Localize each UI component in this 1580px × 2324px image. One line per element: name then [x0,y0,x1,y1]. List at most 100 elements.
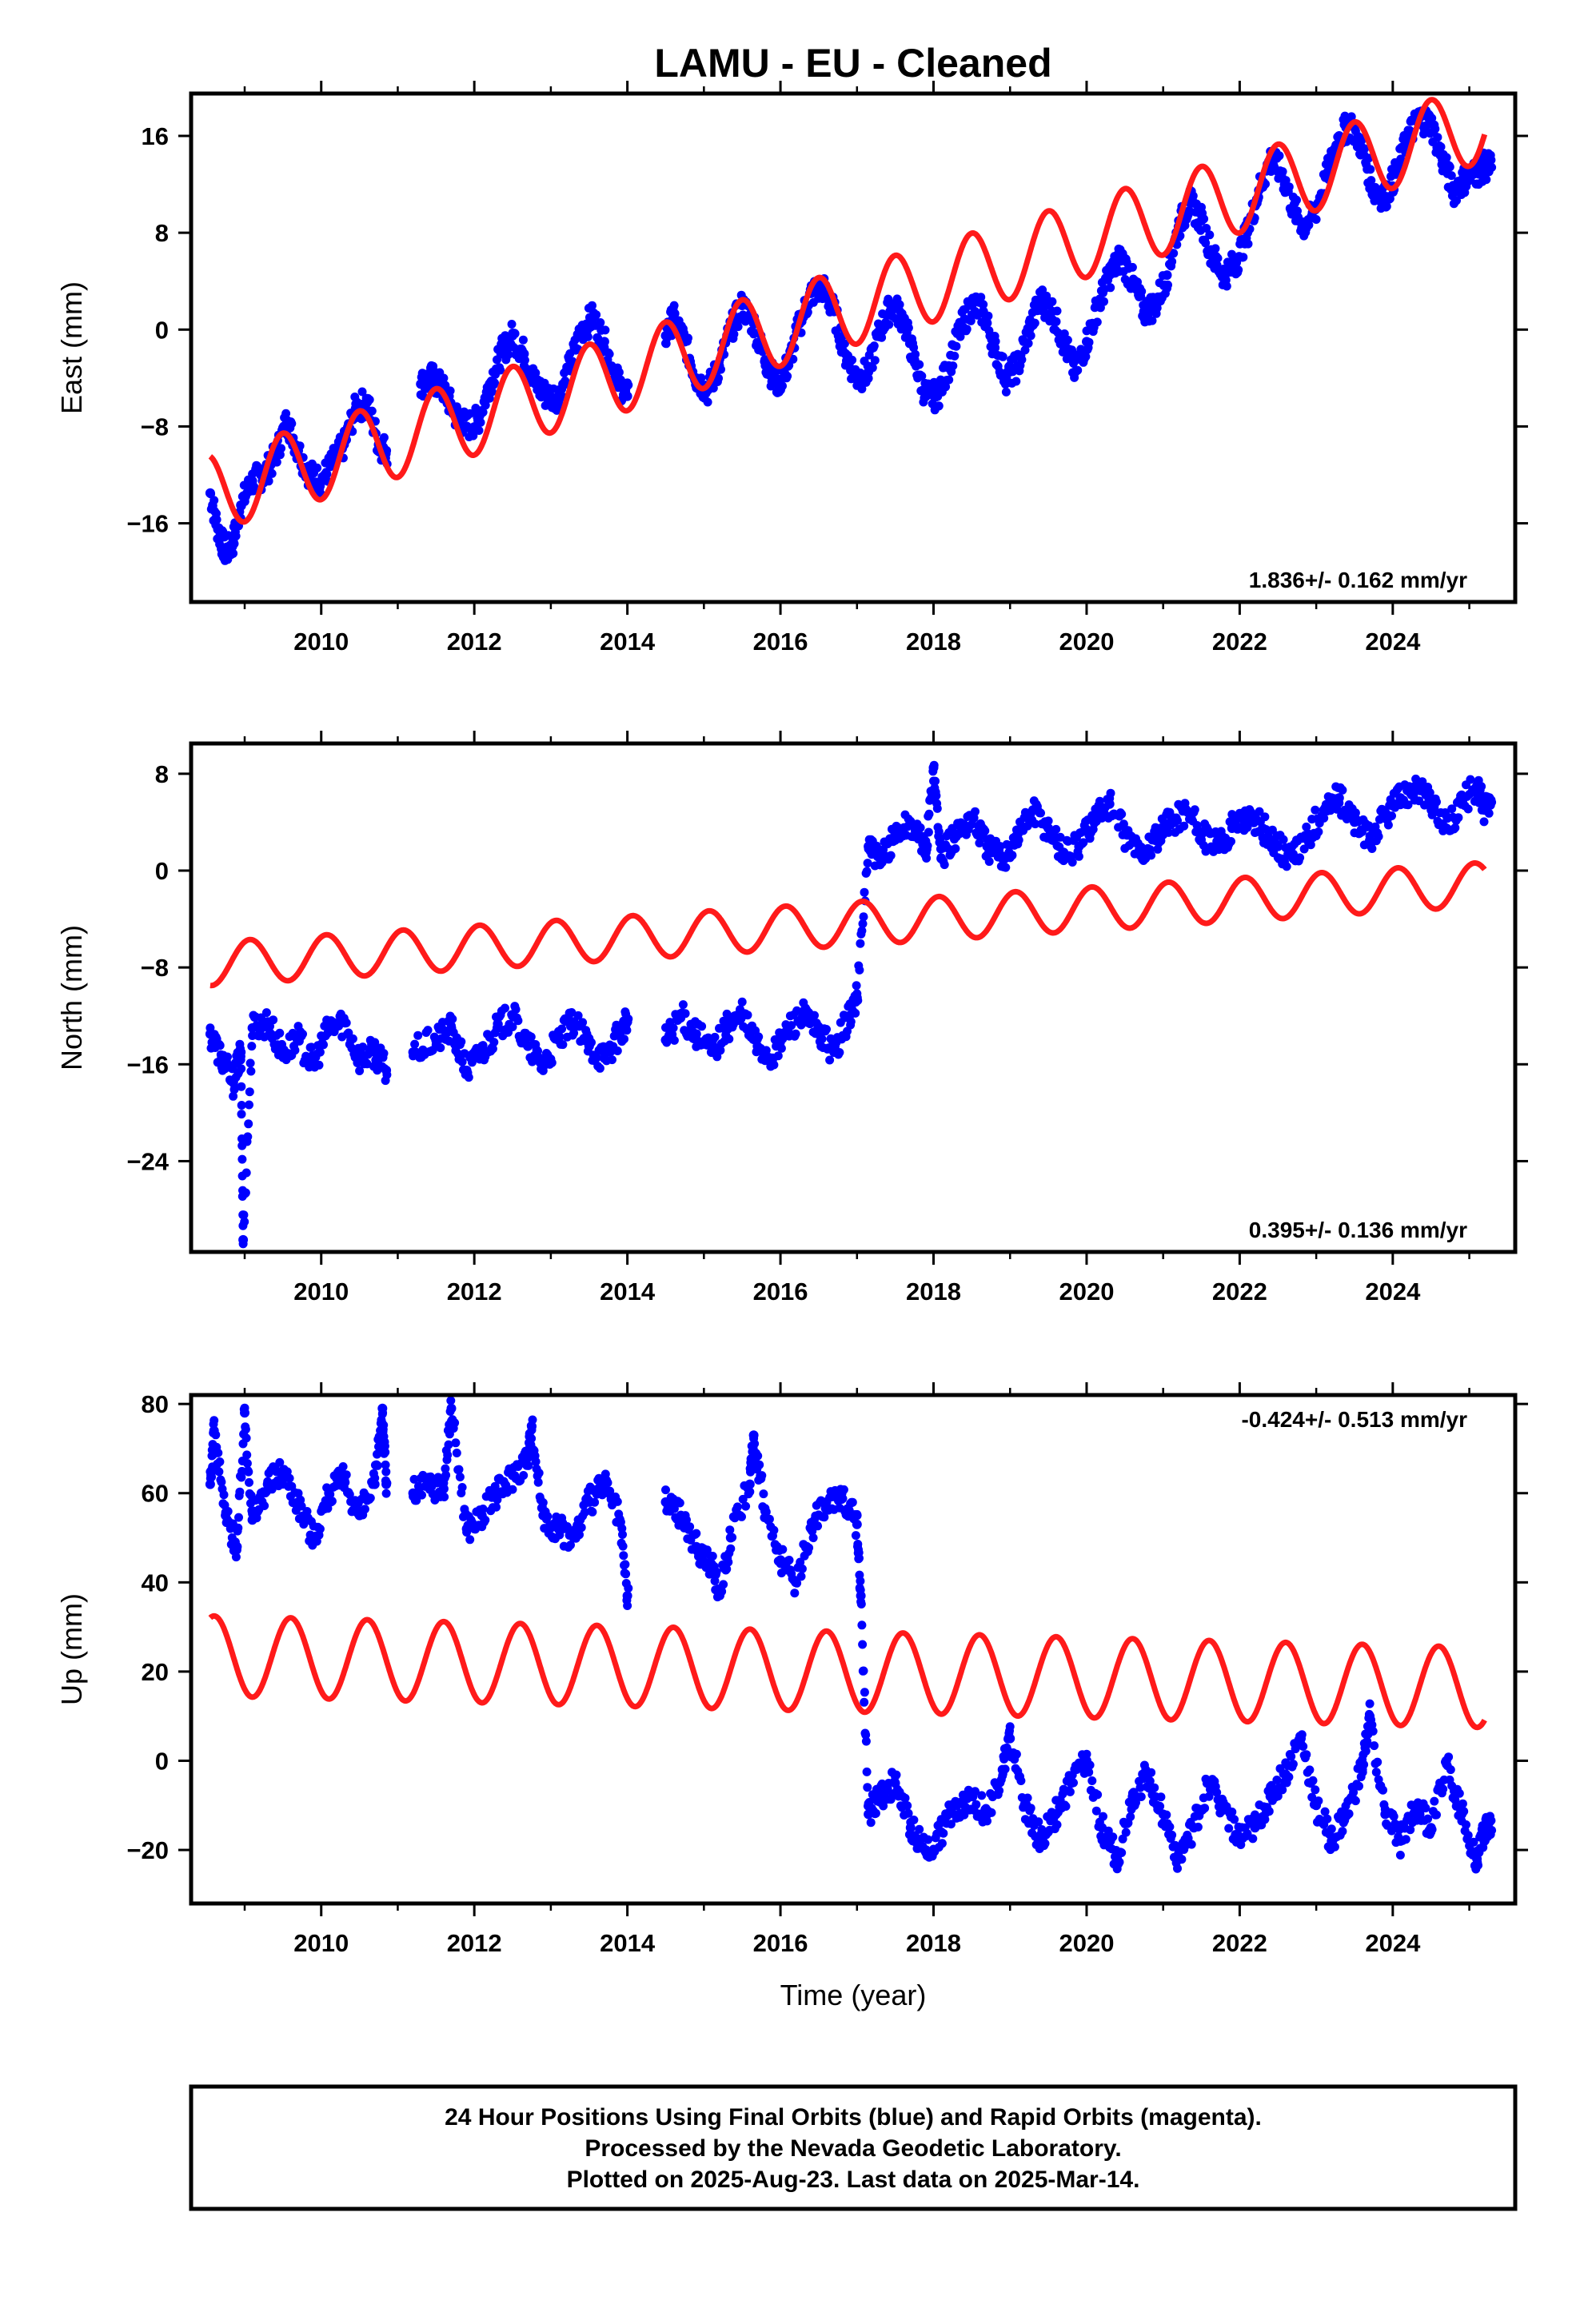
east-data-point [909,355,920,365]
north-data-point [1302,822,1311,831]
north-data-point [783,1022,793,1033]
east-data-point [209,496,219,505]
east-data-point [1139,306,1149,317]
north-data-point [622,1026,632,1035]
up-data-point [1143,1769,1153,1780]
north-data-point [523,1041,533,1051]
east-data-point [1438,155,1448,165]
north-data-point [967,811,977,821]
north-data-point [924,809,934,819]
up-data-point [213,1448,223,1457]
north-data-point [916,823,925,832]
up-data-point [492,1502,501,1512]
north-data-point [1487,798,1497,807]
north-data-point [676,1011,686,1021]
east-data-point [1059,337,1069,347]
up-data-point [796,1572,806,1581]
north-data-point [1196,829,1207,839]
east-data-point [1433,133,1442,142]
up-x-tick-label: 2014 [600,1929,656,1957]
east-data-point [1205,230,1215,240]
up-data-point [861,1730,871,1740]
up-data-point [1311,1800,1322,1811]
up-data-point [1365,1699,1375,1708]
north-data-point [1395,793,1406,803]
up-data-point [1438,1784,1448,1794]
east-data-point [588,313,598,323]
up-data-point [1458,1799,1467,1808]
up-x-tick-label: 2010 [293,1929,349,1957]
east-data-point [1106,283,1115,293]
up-data-point [369,1479,380,1489]
north-data-point [237,1064,246,1074]
up-data-point [618,1541,628,1551]
north-data-point [569,1017,579,1027]
north-y-tick-label: −16 [126,1050,169,1078]
east-data-point [1340,111,1350,121]
north-data-point [1012,829,1023,839]
up-data-point [860,1688,869,1697]
north-data-point [262,1017,273,1027]
north-data-point [719,1016,728,1026]
east-data-point [508,330,517,341]
up-frame [189,1393,1518,1906]
north-data-point [423,1026,433,1035]
east-data-point [1081,352,1091,361]
north-data-point [354,1053,365,1063]
north-data-point [1447,804,1457,814]
up-data-point [599,1479,609,1489]
east-data-point [1277,167,1287,177]
up-data-point [660,1497,671,1507]
east-data-point [367,406,377,416]
east-data-point [1082,337,1091,347]
up-data-point [1187,1840,1196,1849]
up-data-point [1034,1817,1043,1827]
up-data-point [784,1556,794,1565]
up-data-point [726,1544,736,1553]
north-data-point [1288,853,1299,863]
up-data-point [1441,1756,1451,1766]
north-rate-label: 0.395+/- 0.136 mm/yr [1249,1218,1467,1242]
up-data-point [685,1522,695,1532]
up-data-point [221,1510,231,1521]
up-data-point [1118,1834,1127,1844]
up-data-point [450,1418,460,1428]
up-data-point [501,1481,511,1490]
up-data-point [242,1450,252,1460]
north-data-point [1479,817,1489,827]
north-plot-area [205,760,1497,1249]
up-data-point [315,1525,325,1533]
up-data-point [1454,1788,1464,1798]
east-data-point [229,548,238,558]
up-data-point [262,1479,273,1489]
east-data-point [909,343,919,353]
north-data-point [236,1047,246,1058]
east-data-point [624,381,633,390]
east-data-point [952,341,961,351]
east-data-point [895,300,904,309]
east-data-point [281,409,291,418]
up-data-point [804,1543,814,1553]
east-data-point [316,476,326,486]
east-frame [189,91,1518,604]
north-data-point [669,1035,679,1045]
east-data-point [1357,143,1367,153]
up-data-point [1355,1781,1363,1791]
north-data-point [932,803,942,813]
east-x-tick-label: 2016 [753,628,808,656]
north-data-point [982,841,992,851]
east-data-point [840,339,849,349]
up-data-point [909,1816,919,1824]
north-data-point [1243,811,1252,821]
up-data-point [1349,1788,1359,1797]
north-data-point [691,1029,701,1039]
up-data-point [247,1515,257,1525]
up-data-point [409,1474,419,1484]
north-data-point [863,859,872,868]
up-data-point [744,1479,755,1489]
up-data-point [1005,1733,1015,1744]
up-data-point [1380,1809,1390,1820]
north-data-point [1164,827,1173,837]
north-x-tick-label: 2024 [1365,1278,1421,1306]
east-data-point [1299,221,1310,232]
